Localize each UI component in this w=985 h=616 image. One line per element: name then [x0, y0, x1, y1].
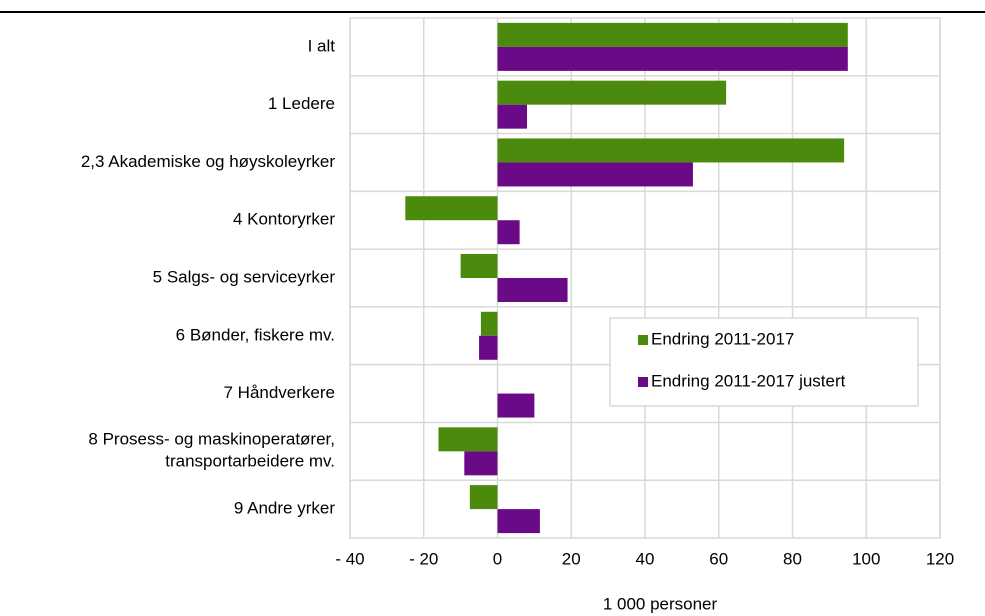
- bar: [460, 254, 498, 278]
- x-tick-label: 60: [709, 549, 728, 568]
- bar: [464, 451, 498, 476]
- x-tick-label: - 20: [409, 549, 438, 568]
- bar: [497, 46, 848, 71]
- plot-border: [349, 17, 941, 539]
- legend-swatch: [638, 335, 648, 345]
- legend-swatch: [638, 377, 648, 387]
- x-tick-label: 100: [852, 549, 880, 568]
- bar: [497, 162, 693, 187]
- y-tick-label: 5 Salgs- og serviceyrker: [153, 267, 336, 286]
- x-tick-label: - 40: [335, 549, 364, 568]
- bar: [497, 509, 540, 534]
- bar: [480, 311, 498, 336]
- legend-label: Endring 2011-2017 justert: [651, 371, 846, 390]
- x-tick-label: 20: [562, 549, 581, 568]
- bar: [497, 138, 845, 163]
- legend-label: Endring 2011-2017: [651, 329, 794, 348]
- bar: [438, 427, 498, 452]
- y-tick-label: 8 Prosess- og maskinoperatører, transport…: [88, 430, 335, 471]
- y-tick-label: 2,3 Akademiske og høyskoleyrker: [81, 152, 336, 171]
- y-tick-label: 4 Kontoryrker: [233, 210, 335, 229]
- y-tick-label-line: 8 Prosess- og maskinoperatører,: [88, 430, 335, 449]
- y-tick-label: I alt: [308, 36, 336, 55]
- y-tick-label-line: transportarbeidere mv.: [165, 452, 335, 471]
- y-tick-label: 1 Ledere: [268, 94, 335, 113]
- bar: [497, 80, 727, 105]
- bar: [497, 393, 535, 418]
- bar: [469, 485, 498, 510]
- x-axis-label: 1 000 personer: [603, 594, 718, 613]
- bar: [497, 104, 527, 129]
- y-tick-label: 6 Bønder, fiskere mv.: [176, 325, 335, 344]
- bar: [479, 335, 498, 360]
- y-tick-label: 9 Andre yrker: [234, 499, 335, 518]
- x-tick-label: 120: [926, 549, 954, 568]
- x-tick-label: 0: [493, 549, 502, 568]
- legend-box: [609, 317, 919, 407]
- y-tick-label: 7 Håndverkere: [223, 383, 335, 402]
- x-tick-label: 80: [783, 549, 802, 568]
- bar: [497, 220, 520, 245]
- bar: [497, 278, 568, 302]
- x-tick-label: 40: [636, 549, 655, 568]
- bar: [497, 22, 848, 47]
- bar: [405, 196, 498, 221]
